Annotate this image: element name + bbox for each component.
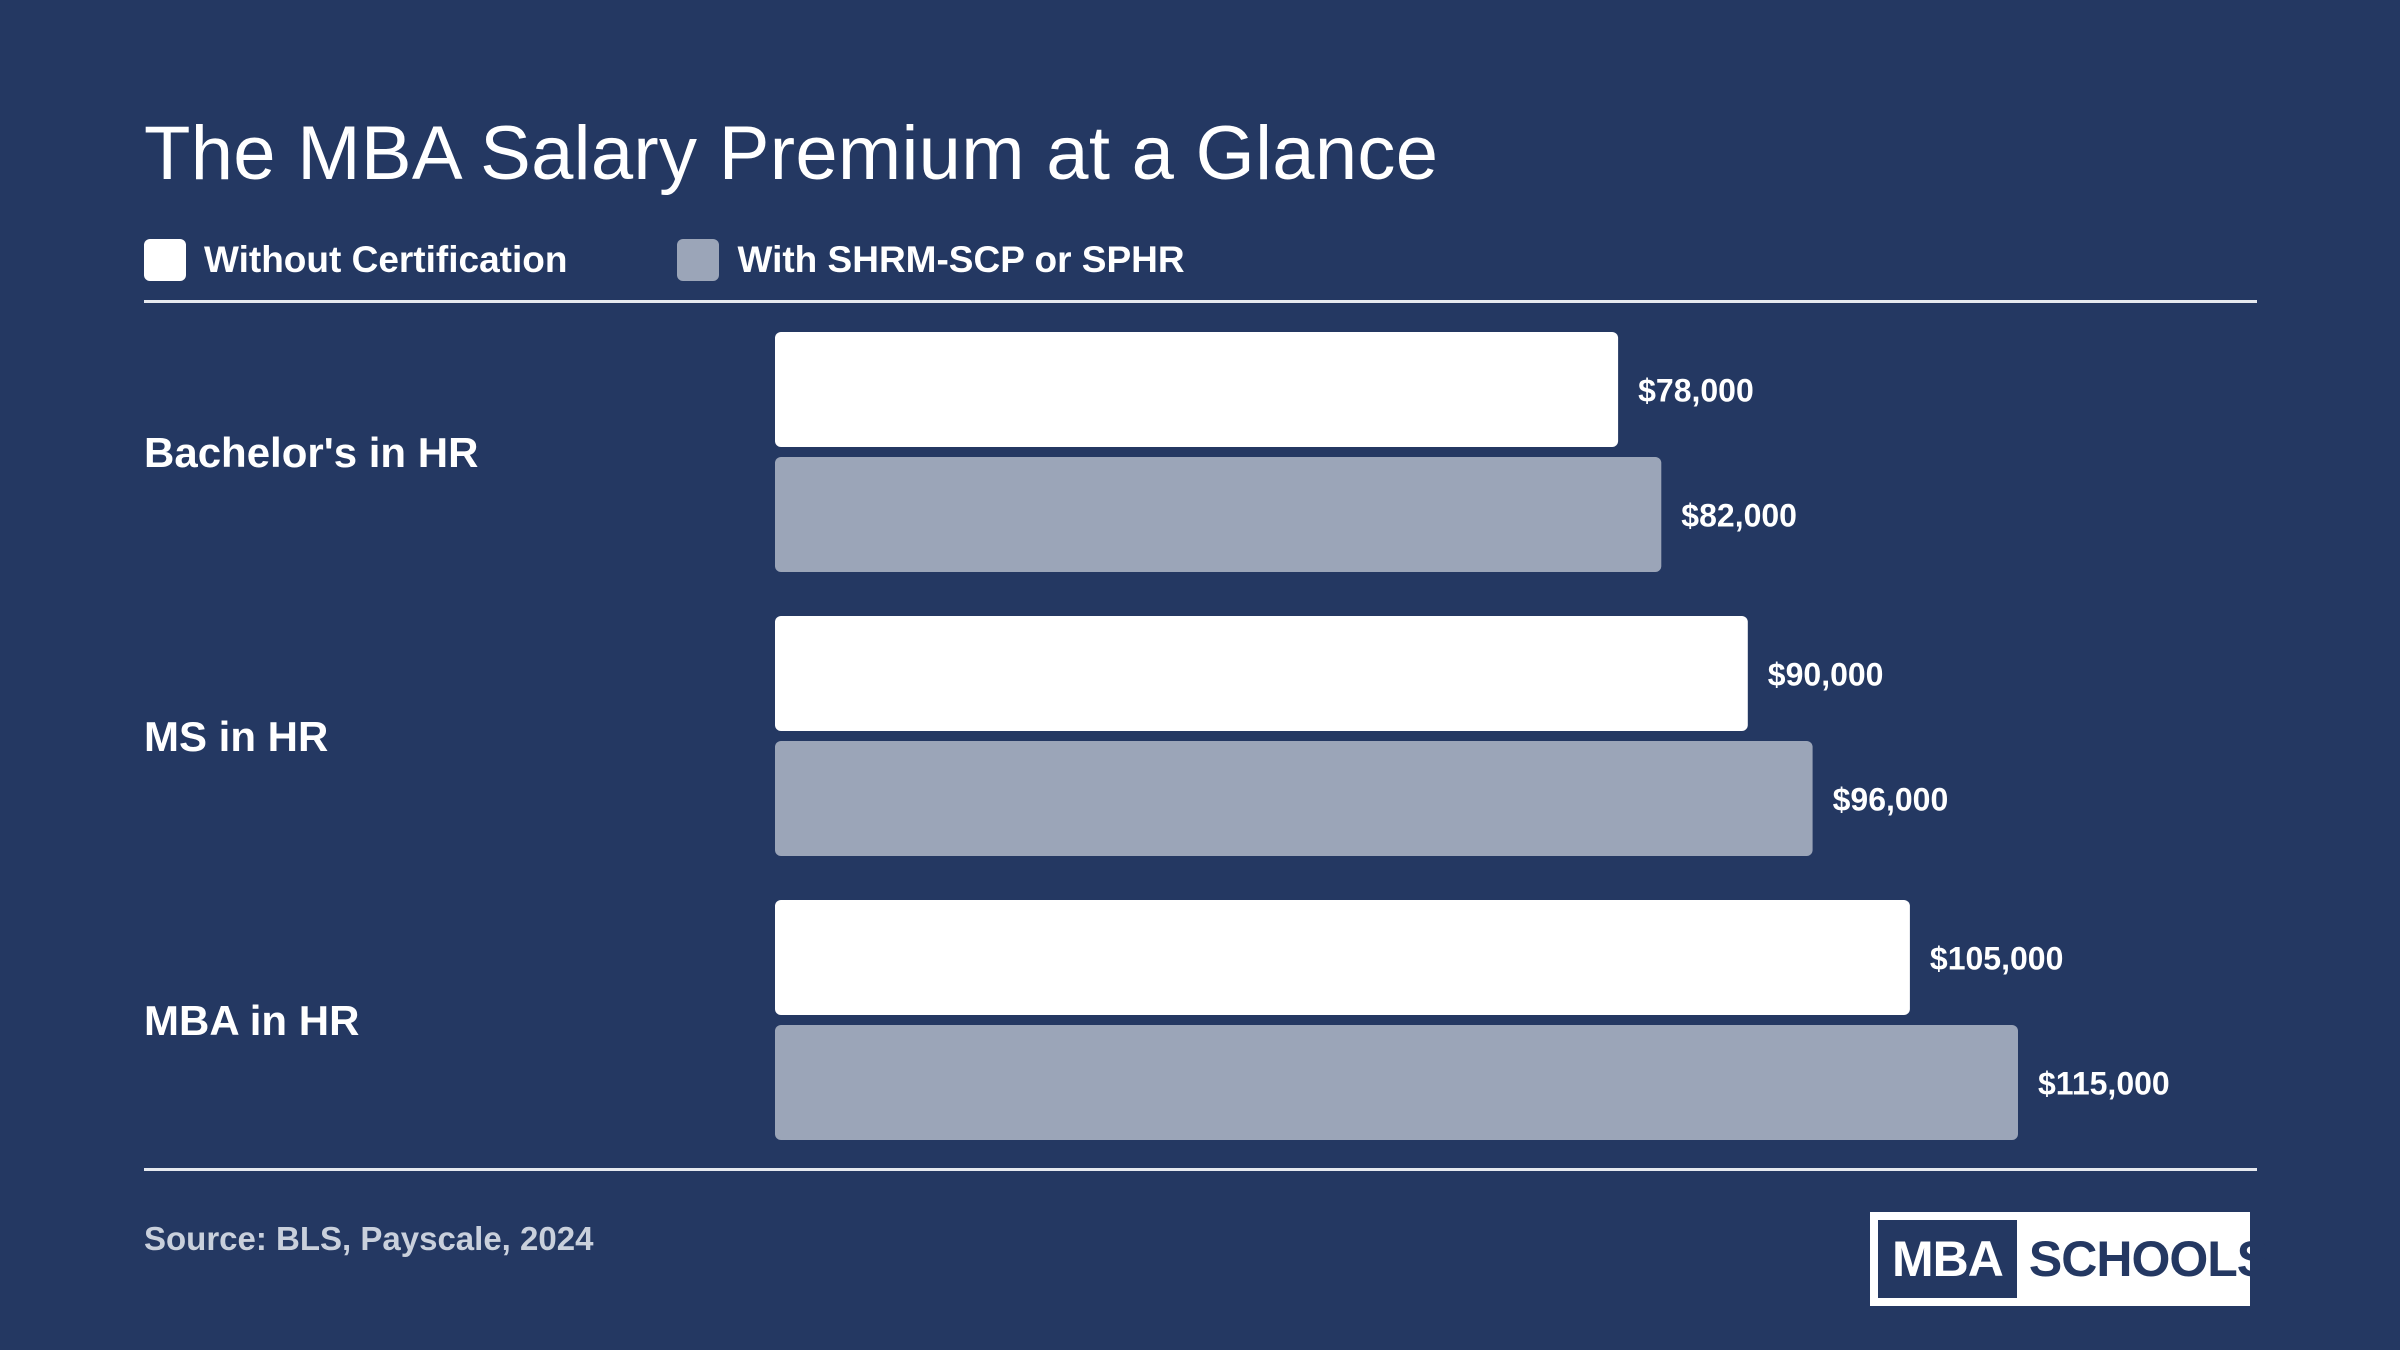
bar-mba-in-hr-with (775, 1025, 2018, 1140)
legend-label-without-certification: Without Certification (204, 239, 568, 280)
chart-legend: Without Certification With SHRM-SCP or S… (144, 236, 1295, 284)
source-note: Source: BLS, Payscale, 2024 (144, 1220, 594, 1257)
bar-bachelor-s-in-hr-with (775, 457, 1662, 572)
value-label-bachelor-s-in-hr-with: $82,000 (1681, 498, 1797, 534)
bar-bachelor-s-in-hr-without (775, 332, 1619, 447)
value-label-mba-in-hr-without: $105,000 (1930, 941, 2063, 977)
top-divider (144, 300, 2257, 303)
page-title: The MBA Salary Premium at a Glance (144, 111, 1439, 196)
legend-item-without-certification: Without Certification (144, 239, 567, 281)
value-label-bachelor-s-in-hr-without: $78,000 (1638, 373, 1754, 409)
legend-swatch-without-certification (144, 239, 186, 281)
value-label-ms-in-hr-with: $96,000 (1833, 782, 1949, 818)
legend-item-with-certification: With SHRM-SCP or SPHR (677, 239, 1185, 281)
bar-mba-in-hr-without (775, 900, 1910, 1015)
bar-ms-in-hr-with (775, 741, 1813, 856)
category-label-bachelor-s-in-hr: Bachelor's in HR (144, 429, 478, 476)
legend-swatch-with-certification (677, 239, 720, 281)
logo-mba-text: MBA (1878, 1220, 2017, 1298)
legend-label-with-certification: With SHRM-SCP or SPHR (737, 239, 1185, 280)
logo-schools-text: SCHOOLS (2028, 1231, 2270, 1287)
value-label-mba-in-hr-with: $115,000 (2038, 1066, 2170, 1102)
value-label-ms-in-hr-without: $90,000 (1768, 657, 1884, 693)
bar-ms-in-hr-without (775, 616, 1748, 731)
category-label-ms-in-hr: MS in HR (144, 713, 328, 760)
category-label-mba-in-hr: MBA in HR (144, 997, 359, 1044)
mba-schools-logo: MBA SCHOOLS (1870, 1212, 2270, 1306)
bottom-divider (144, 1168, 2257, 1171)
